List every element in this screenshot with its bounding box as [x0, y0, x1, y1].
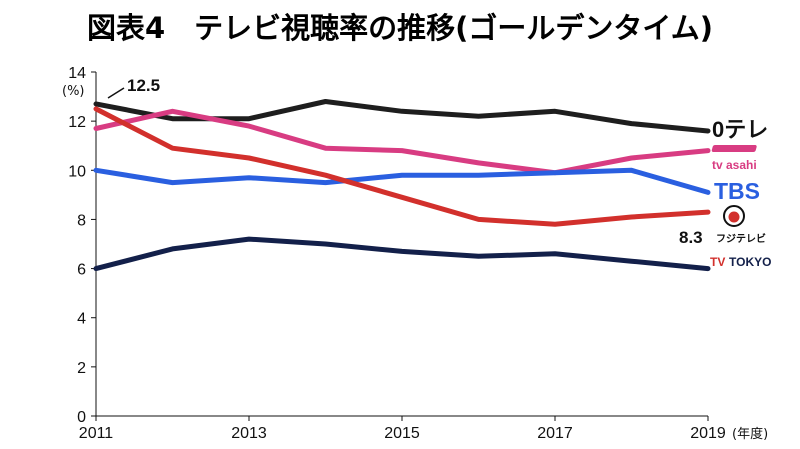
asahi-logo-bar: [711, 145, 757, 152]
tvtokyo-logo-tv: TV: [710, 255, 725, 269]
tvtokyo-logo-text: TOKYO: [729, 255, 771, 269]
chart-title: 図表4 テレビ視聴率の推移(ゴールデンタイム): [87, 11, 713, 45]
x-tick-label: 2017: [537, 425, 573, 442]
legend-logos: 0テレ tv asahi TBS フジテレビ TV TOKYO: [710, 117, 771, 269]
y-axis-ticks: 0 2 4 6 8 10 12 14: [68, 65, 96, 426]
x-tick-label: 2011: [79, 425, 114, 442]
series-line-2: [93, 167, 711, 195]
x-tick-label: 2013: [231, 425, 267, 442]
y-tick-label: 12: [68, 114, 86, 131]
y-tick-label: 2: [77, 360, 86, 377]
y-tick-label: 0: [77, 409, 86, 426]
tbs-logo: TBS: [714, 178, 760, 204]
y-tick-label: 10: [68, 163, 86, 180]
fuji-logo-text: フジテレビ: [716, 232, 766, 245]
y-tick-label: 6: [77, 262, 86, 279]
ntv-logo: 0テレ: [712, 117, 768, 142]
annotation-start-label: 12.5: [127, 76, 160, 95]
y-tick-label: 14: [68, 65, 86, 82]
annotation-leader-line: [107, 87, 125, 99]
y-tick-label: 8: [77, 212, 86, 229]
x-tick-label: 2015: [384, 425, 420, 442]
series-lines: [93, 99, 711, 272]
y-tick-label: 4: [77, 311, 86, 328]
fuji-logo: フジテレビ: [716, 205, 766, 245]
annotation-end-label: 8.3: [679, 228, 703, 247]
asahi-logo-text: tv asahi: [712, 158, 757, 172]
x-axis-ticks: 2011 2013 2015 2017 2019: [79, 416, 726, 442]
x-tick-label: 2019: [690, 425, 726, 442]
fuji-logo-pupil: [728, 211, 740, 223]
series-line-4: [93, 236, 711, 272]
y-axis-unit: (%): [62, 84, 85, 99]
x-axis-unit: (年度): [732, 426, 768, 442]
tvtokyo-logo: TV TOKYO: [710, 255, 771, 269]
series-line-1: [93, 108, 711, 176]
series-line-3: [93, 106, 711, 227]
asahi-logo: tv asahi: [711, 145, 757, 172]
